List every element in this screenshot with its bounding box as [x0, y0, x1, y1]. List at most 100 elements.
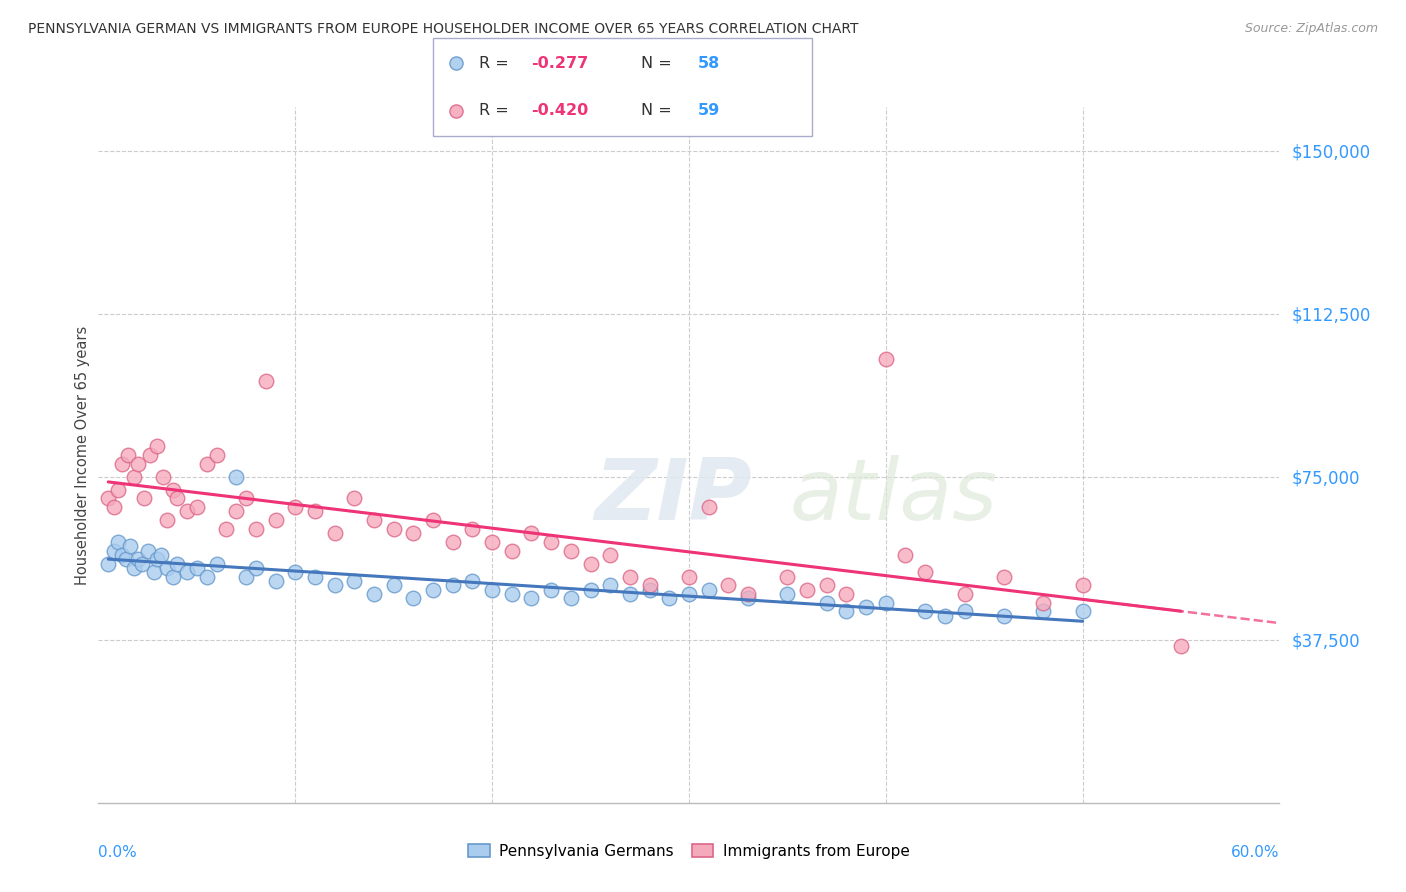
Point — [835, 605, 858, 619]
Point — [150, 548, 173, 562]
Point — [304, 570, 326, 584]
Point — [152, 469, 174, 483]
Point — [619, 570, 641, 584]
Point — [136, 543, 159, 558]
Legend: Pennsylvania Germans, Immigrants from Europe: Pennsylvania Germans, Immigrants from Eu… — [463, 838, 915, 864]
Point — [363, 587, 385, 601]
Point — [215, 522, 238, 536]
Point — [599, 578, 621, 592]
Point — [127, 457, 149, 471]
Point — [186, 561, 208, 575]
Point — [382, 578, 405, 592]
Point — [441, 535, 464, 549]
Point — [875, 596, 897, 610]
Point — [235, 570, 257, 584]
Point — [382, 522, 405, 536]
Point — [245, 522, 267, 536]
Point — [914, 566, 936, 580]
Point — [520, 526, 543, 541]
Point — [796, 582, 818, 597]
Point — [146, 552, 169, 566]
Text: ZIP: ZIP — [595, 455, 752, 538]
Point — [579, 582, 602, 597]
Point — [284, 500, 307, 514]
Point — [111, 457, 134, 471]
Y-axis label: Householder Income Over 65 years: Householder Income Over 65 years — [75, 326, 90, 584]
Text: PENNSYLVANIA GERMAN VS IMMIGRANTS FROM EUROPE HOUSEHOLDER INCOME OVER 65 YEARS C: PENNSYLVANIA GERMAN VS IMMIGRANTS FROM E… — [28, 22, 859, 37]
Text: 58: 58 — [697, 56, 720, 70]
Point — [264, 574, 287, 588]
Point — [894, 548, 917, 562]
Point — [284, 566, 307, 580]
Point — [481, 535, 503, 549]
Point — [481, 582, 503, 597]
Point — [162, 483, 184, 497]
Point — [146, 439, 169, 453]
Text: 59: 59 — [697, 103, 720, 118]
Point — [737, 591, 759, 606]
Point — [225, 469, 247, 483]
Point — [107, 535, 129, 549]
Point — [697, 582, 720, 597]
Point — [402, 526, 425, 541]
Point — [678, 587, 700, 601]
Point — [776, 587, 799, 601]
Text: 60.0%: 60.0% — [1232, 845, 1279, 860]
Point — [1032, 605, 1054, 619]
Point — [127, 552, 149, 566]
Point — [103, 500, 125, 514]
Point — [501, 587, 523, 601]
Point — [107, 483, 129, 497]
Point — [97, 491, 120, 506]
Point — [323, 578, 346, 592]
Point — [363, 513, 385, 527]
Text: N =: N = — [641, 103, 678, 118]
Point — [501, 543, 523, 558]
Text: 0.0%: 0.0% — [98, 845, 138, 860]
Point — [323, 526, 346, 541]
Point — [245, 561, 267, 575]
FancyBboxPatch shape — [433, 37, 811, 136]
Point — [560, 543, 582, 558]
Point — [132, 491, 155, 506]
Point — [540, 582, 562, 597]
Point — [195, 570, 218, 584]
Point — [1071, 605, 1094, 619]
Point — [422, 582, 444, 597]
Point — [205, 557, 228, 571]
Point — [444, 103, 467, 118]
Point — [993, 608, 1015, 623]
Point — [122, 469, 145, 483]
Text: -0.277: -0.277 — [531, 56, 589, 70]
Point — [776, 570, 799, 584]
Point — [176, 566, 198, 580]
Point — [953, 605, 976, 619]
Point — [166, 557, 188, 571]
Point — [815, 578, 838, 592]
Point — [422, 513, 444, 527]
Point — [1071, 578, 1094, 592]
Point — [678, 570, 700, 584]
Point — [461, 574, 484, 588]
Point — [254, 374, 277, 388]
Point — [156, 513, 179, 527]
Point — [205, 448, 228, 462]
Point — [658, 591, 681, 606]
Point — [717, 578, 740, 592]
Point — [444, 56, 467, 70]
Point — [402, 591, 425, 606]
Point — [1170, 639, 1192, 653]
Point — [560, 591, 582, 606]
Text: N =: N = — [641, 56, 678, 70]
Point — [186, 500, 208, 514]
Point — [697, 500, 720, 514]
Point — [599, 548, 621, 562]
Point — [235, 491, 257, 506]
Point — [225, 504, 247, 518]
Point — [638, 582, 661, 597]
Point — [875, 352, 897, 367]
Point — [156, 561, 179, 575]
Point — [176, 504, 198, 518]
Point — [540, 535, 562, 549]
Point — [461, 522, 484, 536]
